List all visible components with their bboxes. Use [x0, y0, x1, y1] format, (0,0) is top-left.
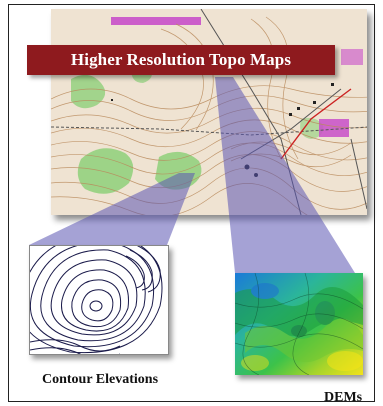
figure-frame: Higher Resolution Topo Maps Contour Elev…: [8, 4, 375, 405]
dems-label: DEMs: [324, 390, 363, 405]
title-banner: Higher Resolution Topo Maps: [27, 45, 335, 75]
contour-elevations-label: Contour Elevations: [42, 372, 159, 387]
dem-image: [235, 273, 363, 375]
topo-map-image: [51, 9, 367, 215]
contour-elevations-image: [29, 245, 169, 355]
